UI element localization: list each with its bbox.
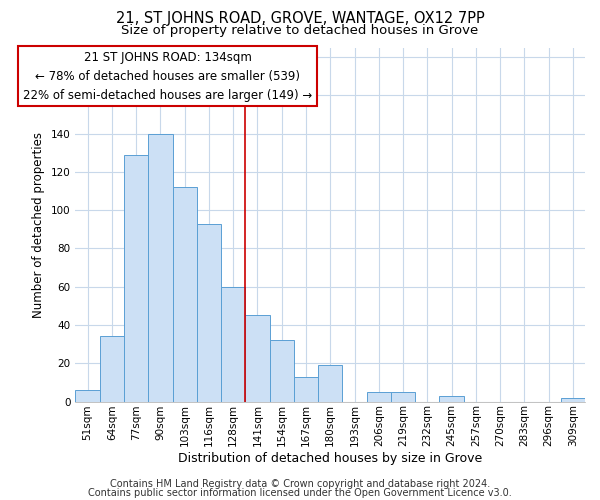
Bar (124, 154, 148, 402)
Bar (391, 392, 415, 402)
Bar (148, 134, 173, 402)
Text: 21 ST JOHNS ROAD: 134sqm
← 78% of detached houses are smaller (539)
22% of semi-: 21 ST JOHNS ROAD: 134sqm ← 78% of detach… (23, 50, 313, 102)
Bar (367, 392, 391, 402)
Bar (173, 187, 197, 402)
Text: Contains HM Land Registry data © Crown copyright and database right 2024.: Contains HM Land Registry data © Crown c… (110, 479, 490, 489)
Bar (439, 396, 464, 402)
Y-axis label: Number of detached properties: Number of detached properties (32, 132, 46, 318)
X-axis label: Distribution of detached houses by size in Grove: Distribution of detached houses by size … (178, 452, 482, 465)
Bar (76, 390, 100, 402)
Text: 21, ST JOHNS ROAD, GROVE, WANTAGE, OX12 7PP: 21, ST JOHNS ROAD, GROVE, WANTAGE, OX12 … (116, 12, 484, 26)
Bar (197, 224, 221, 402)
Bar (294, 376, 318, 402)
Text: Size of property relative to detached houses in Grove: Size of property relative to detached ho… (121, 24, 479, 37)
Bar (269, 340, 294, 402)
Bar (561, 398, 585, 402)
Bar (245, 316, 269, 402)
Bar (221, 286, 245, 402)
Bar (318, 365, 343, 402)
Text: Contains public sector information licensed under the Open Government Licence v3: Contains public sector information licen… (88, 488, 512, 498)
Bar (100, 336, 124, 402)
